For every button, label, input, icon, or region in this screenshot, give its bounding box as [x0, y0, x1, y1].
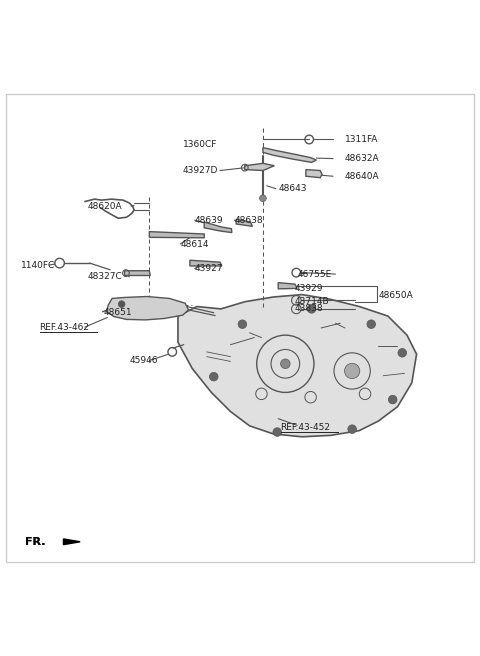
Text: 1360CF: 1360CF — [183, 140, 217, 149]
Circle shape — [307, 304, 316, 313]
Polygon shape — [63, 539, 80, 544]
Text: 48639: 48639 — [195, 216, 223, 224]
Text: 43838: 43838 — [295, 304, 324, 314]
Polygon shape — [306, 169, 322, 178]
Text: 48651: 48651 — [104, 308, 132, 317]
Polygon shape — [245, 163, 275, 171]
Text: 1311FA: 1311FA — [345, 135, 378, 144]
Circle shape — [348, 425, 357, 434]
Text: REF.43-462: REF.43-462 — [39, 323, 90, 331]
Polygon shape — [178, 295, 417, 437]
Text: 48638: 48638 — [234, 216, 263, 224]
Circle shape — [367, 320, 375, 329]
Circle shape — [260, 195, 266, 201]
Text: FR.: FR. — [25, 537, 46, 547]
Text: 48632A: 48632A — [345, 154, 380, 163]
Text: REF.43-452: REF.43-452 — [281, 422, 331, 432]
Text: 48620A: 48620A — [87, 202, 122, 211]
Text: 43929: 43929 — [295, 284, 324, 293]
Text: 1140FC: 1140FC — [21, 260, 55, 270]
Text: FR.: FR. — [25, 537, 46, 547]
Text: 48640A: 48640A — [345, 172, 380, 181]
Circle shape — [209, 373, 218, 381]
Text: 45946: 45946 — [129, 356, 158, 365]
Polygon shape — [236, 219, 252, 226]
Polygon shape — [107, 297, 189, 320]
Text: 46755E: 46755E — [297, 270, 332, 279]
Circle shape — [398, 348, 407, 357]
Text: 48614: 48614 — [180, 239, 209, 249]
Polygon shape — [263, 148, 316, 163]
Text: 48643: 48643 — [278, 184, 307, 193]
Polygon shape — [278, 283, 297, 289]
Circle shape — [273, 428, 281, 436]
Circle shape — [345, 363, 360, 379]
Polygon shape — [149, 232, 204, 238]
Circle shape — [118, 301, 125, 308]
Circle shape — [388, 396, 397, 404]
Polygon shape — [204, 222, 232, 233]
Text: 43927D: 43927D — [183, 166, 218, 175]
Text: 48650A: 48650A — [378, 291, 413, 300]
Text: 48327C: 48327C — [87, 272, 122, 281]
Circle shape — [281, 359, 290, 369]
Text: 43714B: 43714B — [295, 297, 329, 306]
Circle shape — [238, 320, 247, 329]
Polygon shape — [124, 271, 150, 276]
Polygon shape — [190, 260, 222, 266]
Text: 43927: 43927 — [195, 264, 223, 273]
